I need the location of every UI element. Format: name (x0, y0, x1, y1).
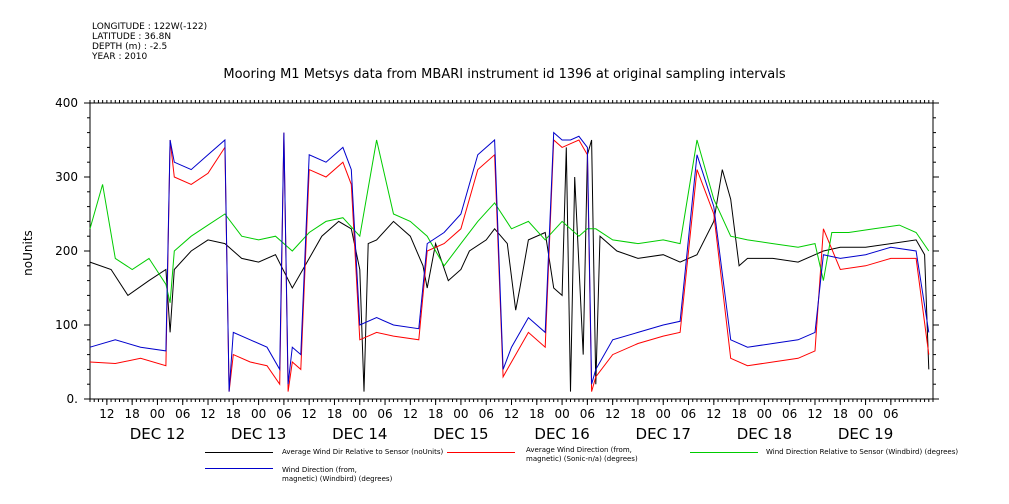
x-hour-label: 00 (554, 407, 569, 421)
x-day-label: DEC 16 (534, 425, 589, 443)
metadata-block: LONGITUDE : 122W(-122) LATITUDE : 36.8N … (92, 22, 207, 62)
year-text: YEAR : 2010 (92, 52, 148, 62)
x-day-label: DEC 19 (838, 425, 893, 443)
legend-swatch-green (690, 452, 758, 453)
x-day-label: DEC 12 (130, 425, 185, 443)
y-tick-label: 200 (55, 244, 78, 258)
x-hour-label: 18 (428, 407, 443, 421)
x-hour-label: 06 (175, 407, 190, 421)
legend-label-green: Wind Direction Relative to Sensor (Windb… (766, 448, 959, 456)
x-hour-label: 12 (807, 407, 822, 421)
x-hour-label: 00 (352, 407, 367, 421)
x-hour-label: 18 (327, 407, 342, 421)
x-day-label: DEC 15 (433, 425, 488, 443)
x-hour-label: 18 (833, 407, 848, 421)
x-hour-label: 06 (681, 407, 696, 421)
y-tick-label: 100 (55, 318, 78, 332)
series-line-3 (89, 131, 930, 392)
x-hour-label: 00 (858, 407, 873, 421)
x-hour-label: 06 (377, 407, 392, 421)
series-line-2 (89, 139, 930, 303)
x-hour-label: 00 (453, 407, 468, 421)
chart-title: Mooring M1 Metsys data from MBARI instru… (223, 67, 786, 82)
series-line-1 (89, 132, 930, 392)
x-hour-label: 12 (403, 407, 418, 421)
x-hour-label: 06 (883, 407, 898, 421)
depth-text: DEPTH (m) : -2.5 (92, 42, 168, 52)
x-hour-label: 06 (479, 407, 494, 421)
x-hour-label: 06 (782, 407, 797, 421)
series-line-0 (89, 139, 930, 392)
x-hour-label: 00 (251, 407, 266, 421)
y-tick-label: 400 (55, 96, 78, 110)
x-day-label: DEC 18 (737, 425, 792, 443)
legend-label-red: Average Wind Direction (from, magnetic) … (526, 446, 638, 463)
x-hour-label: 12 (302, 407, 317, 421)
x-hour-label: 18 (226, 407, 241, 421)
x-hour-label: 12 (706, 407, 721, 421)
x-hour-label: 00 (656, 407, 671, 421)
legend-label-blue: Wind Direction (from, magnetic) (Windbir… (282, 466, 393, 483)
y-tick-label: 0. (67, 392, 78, 406)
x-hour-label: 06 (276, 407, 291, 421)
x-hour-label: 12 (605, 407, 620, 421)
x-hour-label: 12 (504, 407, 519, 421)
longitude-text: LONGITUDE : 122W(-122) (92, 22, 208, 32)
y-axis-label: noUnits (21, 230, 35, 276)
x-day-label: DEC 13 (231, 425, 286, 443)
legend-label-black: Average Wind Dir Relative to Sensor (noU… (282, 448, 444, 456)
x-hour-label: 12 (200, 407, 215, 421)
x-day-label: DEC 14 (332, 425, 387, 443)
x-hour-label: 12 (99, 407, 114, 421)
y-tick-label: 300 (55, 170, 78, 184)
x-day-label: DEC 17 (636, 425, 691, 443)
x-hour-label: 00 (150, 407, 165, 421)
legend-swatch-red (447, 452, 515, 453)
x-hour-label: 00 (757, 407, 772, 421)
x-hour-label: 18 (731, 407, 746, 421)
legend-swatch-black (205, 452, 273, 453)
x-hour-label: 18 (529, 407, 544, 421)
x-hour-label: 06 (580, 407, 595, 421)
x-hour-label: 18 (125, 407, 140, 421)
x-hour-label: 18 (630, 407, 645, 421)
latitude-text: LATITUDE : 36.8N (92, 32, 172, 42)
legend-swatch-blue (205, 468, 273, 469)
